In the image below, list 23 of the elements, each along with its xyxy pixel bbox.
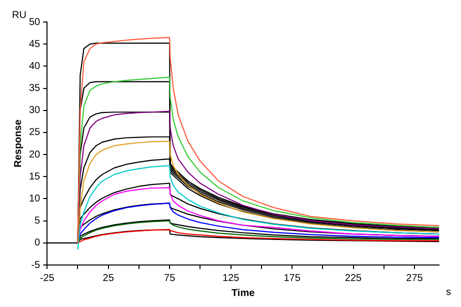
x-tick-label: 175: [284, 272, 301, 284]
y-tick-label: 30: [29, 105, 41, 116]
text: RU: [12, 10, 26, 21]
x-tick-label: 75: [164, 272, 176, 284]
text: s: [446, 286, 451, 298]
y-tick-label: 45: [29, 38, 41, 50]
x-tick-label: 25: [102, 272, 114, 284]
x-axis-title: Time: [231, 288, 256, 299]
y-tick-label: 25: [29, 127, 41, 138]
y-tick-label: 35: [29, 83, 41, 94]
y-tick-label: 0: [34, 238, 41, 249]
x-tick-label: -25: [40, 272, 55, 284]
y-tick-label: -5: [31, 260, 41, 271]
y-tick-label: 40: [29, 60, 41, 72]
y-axis-title: Response: [12, 119, 24, 168]
x-tick-label: 275: [406, 272, 424, 284]
x-tick-label: 125: [222, 272, 240, 284]
x-tick-label: 225: [344, 272, 362, 284]
y-tick-label: 20: [29, 149, 41, 160]
y-tick-label: 5: [34, 216, 41, 227]
y-tick-label: 15: [29, 171, 41, 182]
y-tick-label: 10: [29, 193, 41, 204]
y-tick-label: 50: [29, 16, 41, 28]
